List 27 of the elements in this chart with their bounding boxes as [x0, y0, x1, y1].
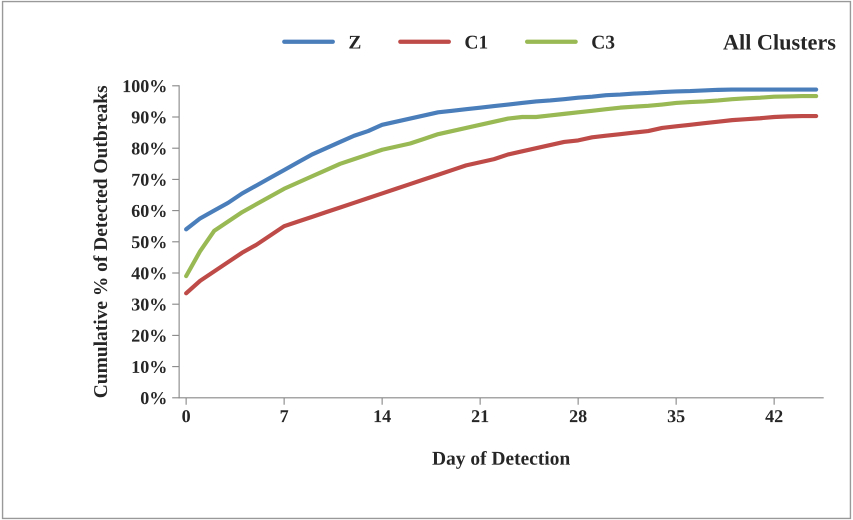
- y-tick-label: 0%: [140, 392, 166, 404]
- y-tick-label: 40%: [131, 267, 166, 280]
- y-tick-label: 80%: [132, 142, 166, 155]
- line-series: [184, 114, 818, 296]
- line-series: [184, 94, 818, 278]
- x-tick-label: 21: [472, 410, 488, 422]
- x-tick-label: 42: [765, 410, 782, 422]
- y-tick-label: 90%: [132, 111, 166, 124]
- y-tick-label: 30%: [132, 298, 166, 311]
- y-tick-label: 10%: [132, 360, 166, 374]
- y-tick-label: 50%: [132, 236, 166, 248]
- y-tick-label: 70%: [132, 174, 166, 186]
- x-tick-label: 14: [374, 410, 391, 422]
- legend-label: Z: [349, 36, 360, 49]
- x-tick-label: 7: [280, 410, 288, 422]
- y-axis-title: Cumulative % of Detected Outbreaks: [93, 86, 108, 398]
- x-tick-label: 35: [668, 410, 685, 422]
- y-tick-label: 60%: [132, 204, 166, 218]
- y-tick-label: 100%: [124, 80, 166, 92]
- chart-title: All Clusters: [723, 34, 836, 50]
- y-tick-label: 20%: [132, 330, 166, 342]
- line-series: [184, 87, 818, 232]
- legend-label: C1: [465, 36, 488, 49]
- x-tick-label: 0: [182, 410, 190, 422]
- x-axis-title: Day of Detection: [432, 450, 570, 469]
- legend-label: C3: [592, 36, 614, 49]
- x-tick-label: 28: [570, 410, 587, 422]
